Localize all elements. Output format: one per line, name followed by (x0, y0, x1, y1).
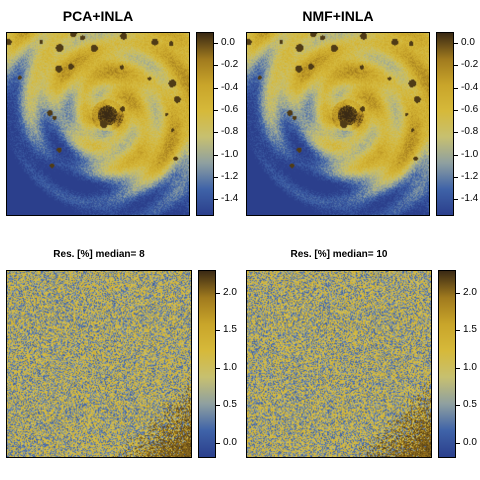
colorbar-tick-mark (454, 132, 458, 133)
colorbar-tick-mark (214, 199, 218, 200)
colorbar-tick-mark (454, 65, 458, 66)
heatmap-res-pca (6, 270, 192, 458)
colorbar-tick-label: -0.2 (221, 59, 239, 70)
colorbar-tick-mark (214, 88, 218, 89)
colorbar-tick-mark (216, 443, 220, 444)
colorbar-tick-label: -1.4 (221, 193, 239, 204)
colorbar-tick-label: 0.0 (221, 37, 235, 48)
colorbar-tick-mark (214, 132, 218, 133)
colorbar-tick-mark (454, 88, 458, 89)
colorbar-tick-mark (454, 177, 458, 178)
heatmap-nmf-inla (246, 32, 430, 216)
colorbar-tick-label: 1.0 (463, 362, 477, 373)
colorbar-tick-label: 0.5 (223, 399, 237, 410)
colorbar-tick-mark (216, 368, 220, 369)
colorbar-tick-label: 0.0 (223, 437, 237, 448)
colorbar-tick-mark (214, 177, 218, 178)
colorbar-tick-mark (216, 293, 220, 294)
colorbar-tick-label: -1.0 (221, 149, 239, 160)
colorbar-tick-mark (454, 43, 458, 44)
colorbar-tick-label: -0.6 (221, 104, 239, 115)
colorbar-tick-mark (456, 293, 460, 294)
colorbar-tick-mark (214, 43, 218, 44)
colorbar-tick-label: -1.4 (461, 193, 479, 204)
colorbar-tick-mark (216, 405, 220, 406)
colorbar-tick-label: 0.0 (461, 37, 475, 48)
colorbar-tick-label: 2.0 (223, 287, 237, 298)
colorbar-tick-label: -0.6 (461, 104, 479, 115)
panel-title-pca: PCA+INLA (62, 8, 134, 24)
colorbar-tick-mark (456, 443, 460, 444)
colorbar-tick-label: -0.4 (221, 82, 239, 93)
colorbar-tick-mark (456, 368, 460, 369)
colorbar-tick-label: -1.2 (461, 171, 479, 182)
colorbar-tick-mark (214, 110, 218, 111)
colorbar-tick-mark (456, 330, 460, 331)
colorbar-tick-mark (454, 155, 458, 156)
colorbar-res-pca (198, 270, 216, 458)
heatmap-pca-inla (6, 32, 190, 216)
colorbar-tick-label: 2.0 (463, 287, 477, 298)
colorbar-tick-label: 0.5 (463, 399, 477, 410)
colorbar-tick-label: -0.8 (221, 126, 239, 137)
colorbar-tick-label: -0.8 (461, 126, 479, 137)
colorbar-tick-label: -1.2 (221, 171, 239, 182)
panel-title-nmf: NMF+INLA (302, 8, 374, 24)
colorbar-tick-mark (214, 155, 218, 156)
heatmap-res-nmf (246, 270, 432, 458)
panel-title-res-pca: Res. [%] median= 8 (53, 249, 145, 260)
colorbar-tick-mark (456, 405, 460, 406)
panel-title-res-nmf: Res. [%] median= 10 (290, 249, 388, 260)
colorbar-tick-mark (216, 330, 220, 331)
colorbar-tick-label: -1.0 (461, 149, 479, 160)
colorbar-tick-label: 0.0 (463, 437, 477, 448)
colorbar-tick-label: 1.0 (223, 362, 237, 373)
colorbar-res-nmf (438, 270, 456, 458)
colorbar-tick-mark (454, 110, 458, 111)
colorbar-tick-label: -0.4 (461, 82, 479, 93)
colorbar-tick-label: -0.2 (461, 59, 479, 70)
colorbar-nmf-inla (436, 32, 454, 216)
colorbar-tick-mark (214, 65, 218, 66)
colorbar-tick-mark (454, 199, 458, 200)
colorbar-tick-label: 1.5 (223, 324, 237, 335)
colorbar-tick-label: 1.5 (463, 324, 477, 335)
colorbar-pca-inla (196, 32, 214, 216)
